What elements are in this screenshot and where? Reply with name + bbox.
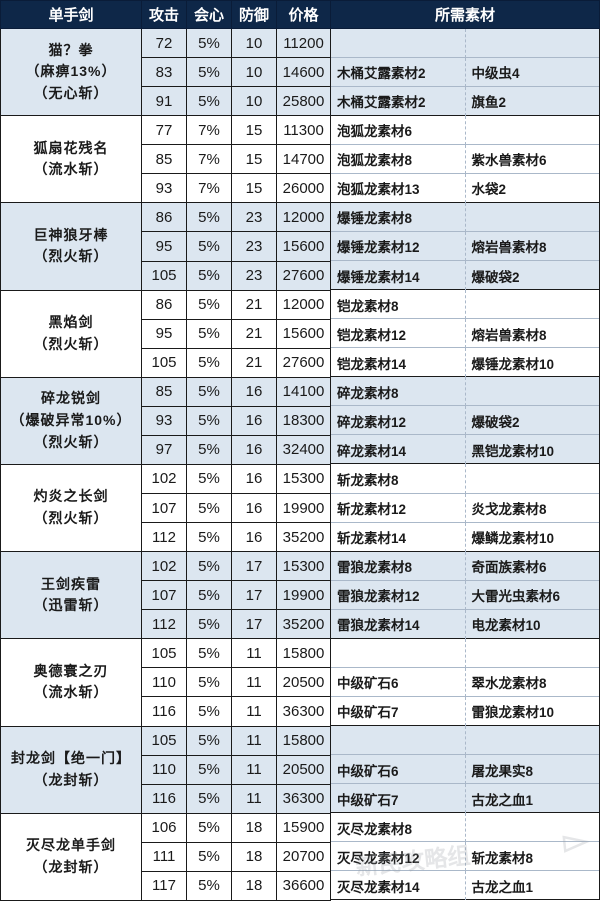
svg-text:新民攻略组: 新民攻略组 [354, 842, 471, 880]
